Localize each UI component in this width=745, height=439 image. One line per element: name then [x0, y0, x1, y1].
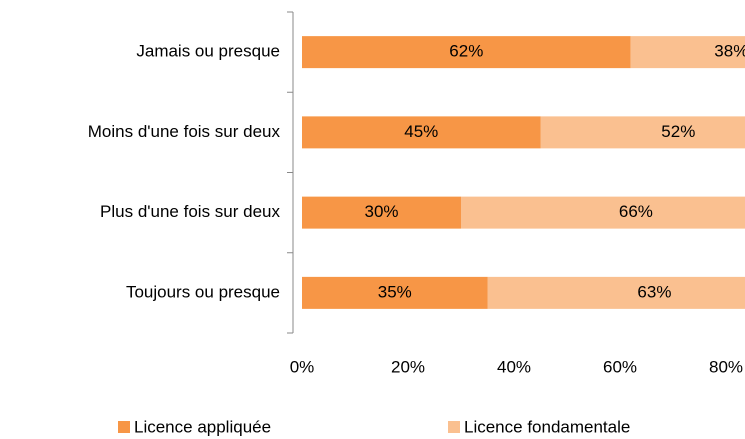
- category-label: Toujours ou presque: [126, 282, 280, 301]
- category-label: Moins d'une fois sur deux: [88, 122, 281, 141]
- bar-segment: [540, 116, 745, 149]
- data-label: 62%: [449, 42, 483, 61]
- category-label: Jamais ou presque: [136, 42, 280, 61]
- legend-label: Licence appliquée: [134, 417, 271, 436]
- legend-swatch: [448, 421, 460, 433]
- x-tick-label: 0%: [290, 357, 315, 376]
- data-label: 38%: [714, 42, 745, 61]
- x-tick-label: 20%: [391, 357, 425, 376]
- bar-segment: [302, 276, 488, 309]
- data-label: 30%: [364, 202, 398, 221]
- x-tick-label: 80%: [709, 357, 743, 376]
- data-label: 35%: [378, 282, 412, 301]
- bar-segment: [302, 196, 461, 229]
- bar-segment: [302, 116, 541, 149]
- bar-segment: [302, 36, 631, 69]
- bar-segment: [461, 196, 745, 229]
- data-label: 45%: [404, 122, 438, 141]
- data-label: 66%: [619, 202, 653, 221]
- data-label: 52%: [661, 122, 695, 141]
- data-label: 63%: [637, 282, 671, 301]
- x-tick-label: 60%: [603, 357, 637, 376]
- bar-segment: [487, 276, 745, 309]
- legend-label: Licence fondamentale: [464, 417, 630, 436]
- x-tick-label: 40%: [497, 357, 531, 376]
- legend-swatch: [118, 421, 130, 433]
- bar-segment: [630, 36, 745, 69]
- category-label: Plus d'une fois sur deux: [100, 202, 280, 221]
